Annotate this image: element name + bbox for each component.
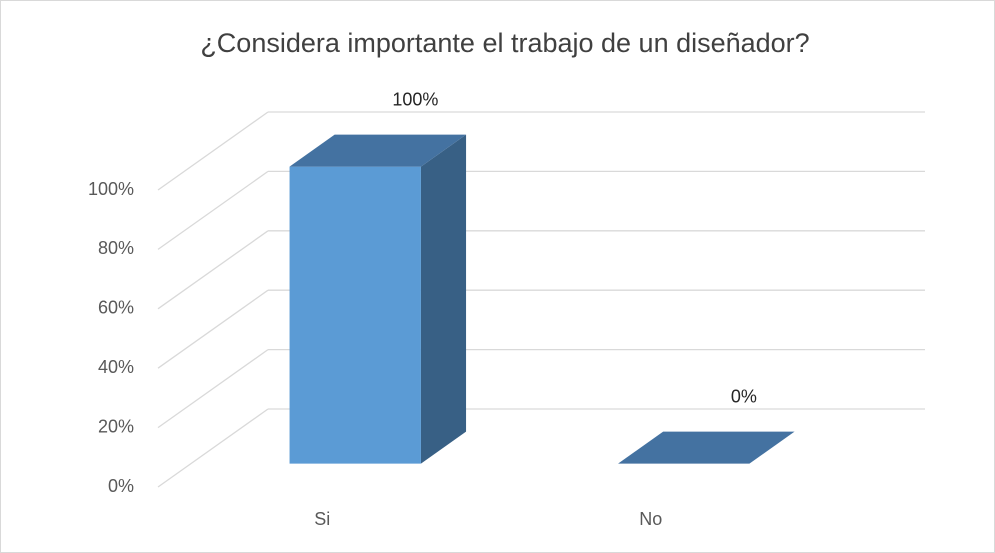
x-tick-label: No: [639, 509, 662, 529]
chart-title: ¿Considera importante el trabajo de un d…: [200, 28, 809, 58]
y-tick-label: 0%: [108, 476, 134, 496]
bar-front: [289, 166, 421, 464]
bar-top: [289, 134, 467, 167]
grid-line: [157, 111, 269, 191]
data-label: 100%: [392, 89, 438, 109]
y-tick-label: 60%: [98, 298, 134, 318]
grid-line: [157, 289, 269, 369]
x-tick-label: Si: [314, 509, 330, 529]
y-tick-label: 100%: [88, 179, 134, 199]
y-tick-label: 80%: [98, 238, 134, 258]
grid-line: [157, 170, 269, 250]
grid-line: [157, 408, 269, 488]
bar-top: [618, 431, 795, 464]
bar-side: [420, 134, 467, 464]
y-tick-label: 20%: [98, 416, 134, 436]
data-label: 0%: [731, 386, 757, 406]
grid-line: [157, 349, 269, 429]
grid-line: [157, 230, 269, 310]
y-tick-label: 40%: [98, 357, 134, 377]
